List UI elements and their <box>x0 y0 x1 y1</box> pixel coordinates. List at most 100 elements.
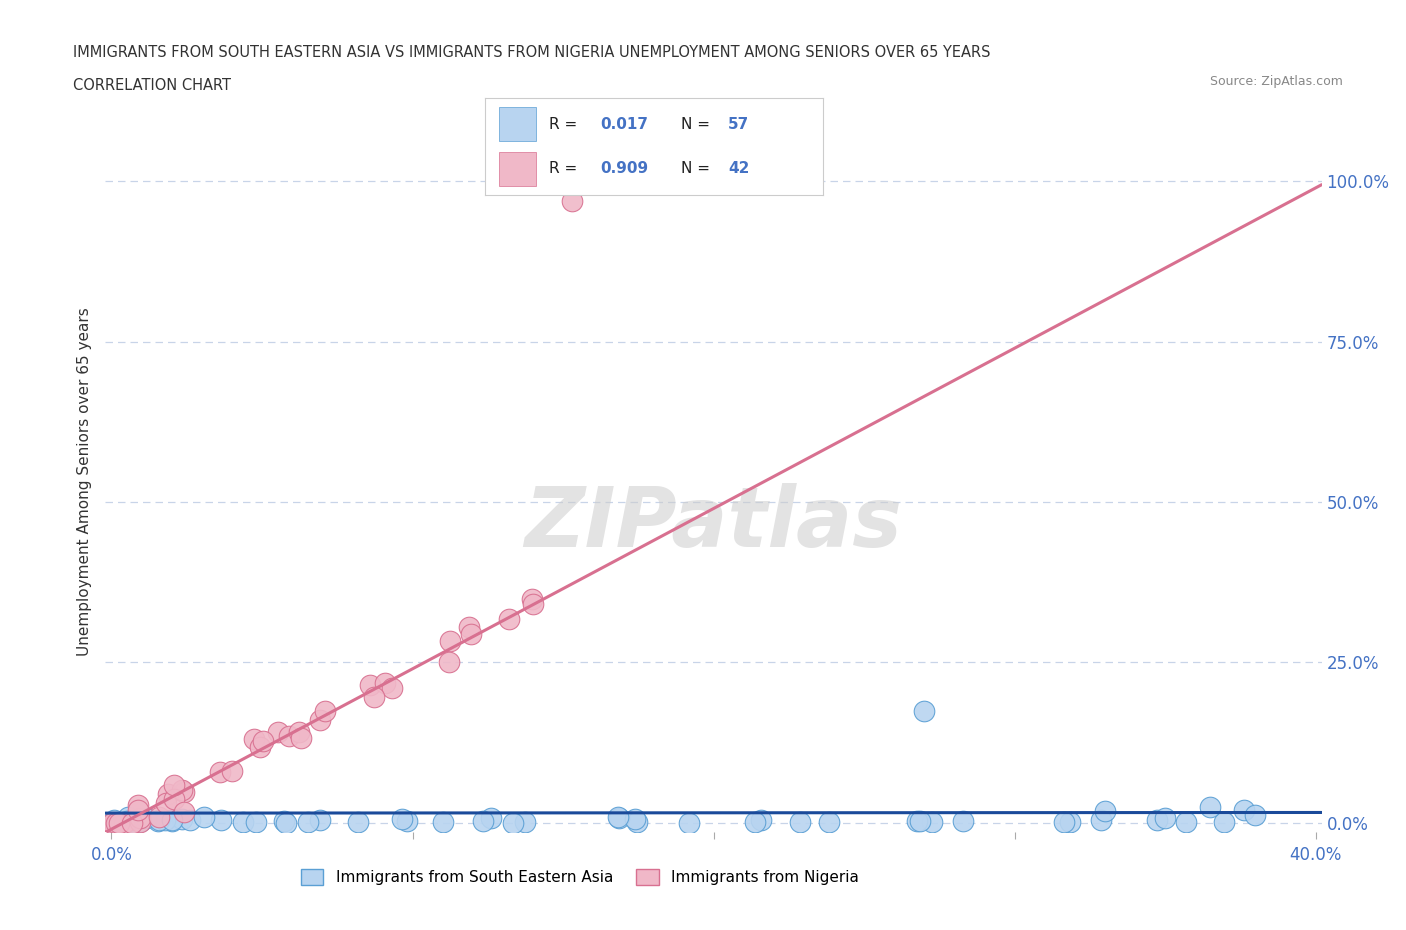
Text: N =: N = <box>681 116 714 131</box>
Text: 0.017: 0.017 <box>600 116 648 131</box>
Point <box>209 813 232 828</box>
Point <box>112 816 135 830</box>
Text: R =: R = <box>550 116 582 131</box>
Point <box>391 812 413 827</box>
Point <box>148 813 170 828</box>
Point <box>374 675 396 690</box>
Point <box>160 812 183 827</box>
Point <box>1154 810 1177 825</box>
Point <box>607 811 630 826</box>
Point <box>129 811 152 826</box>
Point <box>437 655 460 670</box>
Point <box>172 812 194 827</box>
Point <box>232 814 254 829</box>
Point <box>1233 803 1256 817</box>
Point <box>243 732 266 747</box>
Point <box>273 814 295 829</box>
Point <box>290 730 312 745</box>
Text: CORRELATION CHART: CORRELATION CHART <box>73 78 231 93</box>
Point <box>522 591 544 606</box>
Point <box>173 785 195 800</box>
Point <box>1059 815 1081 830</box>
Point <box>1174 815 1197 830</box>
Point <box>124 816 146 830</box>
Point <box>498 611 520 626</box>
Point <box>749 813 772 828</box>
Point <box>274 816 297 830</box>
Bar <box>499 108 536 140</box>
Point <box>908 814 931 829</box>
Point <box>1146 813 1168 828</box>
Point <box>359 678 381 693</box>
Point <box>347 815 370 830</box>
Point <box>170 782 193 797</box>
Text: 0.909: 0.909 <box>600 162 648 177</box>
Point <box>108 816 131 830</box>
Point <box>1090 813 1112 828</box>
Point <box>921 815 943 830</box>
Bar <box>499 153 536 186</box>
Point <box>129 815 152 830</box>
Point <box>173 804 195 819</box>
Point <box>163 777 186 792</box>
Text: 57: 57 <box>728 116 749 131</box>
Point <box>245 815 267 830</box>
Point <box>103 813 125 828</box>
Point <box>252 734 274 749</box>
Point <box>1213 815 1236 830</box>
Point <box>624 811 647 826</box>
Point <box>277 728 299 743</box>
Point <box>297 815 319 830</box>
Point <box>912 703 935 718</box>
Point <box>179 813 201 828</box>
Point <box>678 816 700 830</box>
Point <box>153 813 176 828</box>
Point <box>160 814 183 829</box>
Point <box>287 724 309 739</box>
Point <box>163 792 186 807</box>
Point <box>127 797 149 812</box>
Point <box>103 816 125 830</box>
Point <box>471 814 494 829</box>
Point <box>115 814 138 829</box>
Point <box>249 739 271 754</box>
Point <box>193 810 215 825</box>
Point <box>129 814 152 829</box>
Point <box>1244 807 1267 822</box>
Point <box>561 193 583 208</box>
Point <box>952 814 974 829</box>
Point <box>460 627 482 642</box>
Point <box>148 809 170 824</box>
Text: ZIPatlas: ZIPatlas <box>524 483 903 564</box>
Y-axis label: Unemployment Among Seniors over 65 years: Unemployment Among Seniors over 65 years <box>77 307 93 656</box>
Point <box>114 813 136 828</box>
Point <box>121 816 143 830</box>
Point <box>221 764 243 778</box>
Point <box>156 786 179 801</box>
Legend: Immigrants from South Eastern Asia, Immigrants from Nigeria: Immigrants from South Eastern Asia, Immi… <box>294 863 865 892</box>
Point <box>522 597 544 612</box>
Point <box>381 681 404 696</box>
Point <box>266 724 288 739</box>
Point <box>789 814 811 829</box>
Point <box>209 764 232 779</box>
Point <box>135 811 157 826</box>
Point <box>1094 804 1116 818</box>
Point <box>626 815 648 830</box>
Point <box>104 816 127 830</box>
Text: IMMIGRANTS FROM SOUTH EASTERN ASIA VS IMMIGRANTS FROM NIGERIA UNEMPLOYMENT AMONG: IMMIGRANTS FROM SOUTH EASTERN ASIA VS IM… <box>73 46 991 60</box>
Text: 42: 42 <box>728 162 749 177</box>
Point <box>105 816 128 830</box>
Point <box>101 816 124 830</box>
Point <box>432 815 454 830</box>
Point <box>308 813 330 828</box>
Point <box>155 796 177 811</box>
Point <box>127 803 149 817</box>
Text: R =: R = <box>550 162 582 177</box>
Point <box>439 633 461 648</box>
Point <box>818 815 841 830</box>
Point <box>1199 799 1222 814</box>
Point <box>502 816 524 830</box>
Point <box>146 814 169 829</box>
Point <box>479 810 502 825</box>
